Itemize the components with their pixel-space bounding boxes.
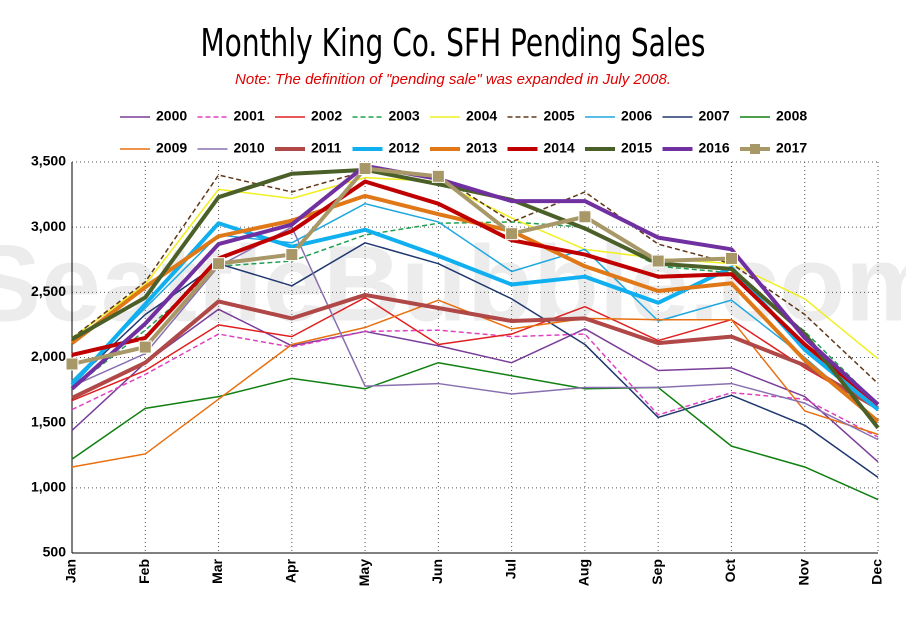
legend-label: 2015	[621, 140, 652, 156]
series-marker	[212, 257, 226, 271]
series-marker	[358, 162, 372, 176]
series-line	[71, 296, 879, 411]
x-tick-label: May	[356, 559, 372, 586]
series-line	[71, 292, 880, 411]
chart-subtitle: Note: The definition of "pending sale" w…	[235, 71, 671, 88]
x-tick-label: Nov	[795, 559, 811, 586]
legend-label: 2007	[699, 108, 730, 124]
y-tick-label: 2,500	[31, 283, 66, 299]
series-line	[71, 226, 879, 441]
series-line	[71, 308, 879, 463]
legend-label: 2002	[311, 108, 342, 124]
y-tick-label: 3,500	[31, 153, 66, 169]
series-marker	[138, 340, 152, 354]
legend-label: 2008	[776, 108, 807, 124]
series-marker	[651, 254, 665, 268]
x-tick-label: Apr	[283, 558, 299, 583]
y-tick-label: 2,000	[31, 348, 66, 364]
series-line	[71, 329, 879, 438]
legend-label: 2004	[466, 108, 497, 124]
y-tick-label: 3,000	[31, 218, 66, 234]
series-line	[71, 176, 879, 360]
legend-label: 2000	[156, 108, 187, 124]
legend-label: 2006	[621, 108, 652, 124]
x-tick-label: Jan	[63, 559, 79, 583]
legend-label: 2017	[776, 140, 807, 156]
legend-label: 2010	[234, 140, 265, 156]
series-line	[71, 361, 879, 501]
series-line	[70, 163, 880, 406]
x-tick-label: Jul	[502, 559, 518, 579]
series-marker	[724, 251, 738, 265]
x-tick-label: Feb	[136, 559, 152, 584]
series-marker	[285, 248, 299, 262]
series-marker	[65, 357, 79, 371]
x-tick-label: Jun	[429, 559, 445, 584]
y-tick-label: 1,500	[31, 413, 66, 429]
legend-label: 2003	[389, 108, 420, 124]
legend-label: 2001	[234, 108, 265, 124]
legend-label: 2013	[466, 140, 497, 156]
legend-label: 2005	[544, 108, 575, 124]
series-line	[71, 166, 732, 366]
legend-marker	[750, 144, 760, 154]
legend-label: 2012	[389, 140, 420, 156]
x-tick-label: Oct	[722, 559, 738, 583]
legend-label: 2009	[156, 140, 187, 156]
y-tick-label: 1,000	[31, 479, 66, 495]
y-tick-label: 500	[43, 544, 67, 560]
series-line	[71, 170, 879, 385]
x-tick-label: Sep	[649, 559, 665, 585]
x-tick-label: Dec	[869, 559, 885, 585]
series-marker	[505, 227, 519, 241]
chart-title: Monthly King Co. SFH Pending Sales	[201, 22, 706, 66]
legend-label: 2014	[544, 140, 575, 156]
series-line	[71, 179, 880, 406]
x-tick-label: Mar	[209, 558, 225, 583]
legend-label: 2016	[699, 140, 730, 156]
series-marker	[578, 210, 592, 224]
legend-label: 2011	[311, 140, 342, 156]
series-marker	[431, 169, 445, 183]
x-tick-label: Aug	[576, 559, 592, 586]
